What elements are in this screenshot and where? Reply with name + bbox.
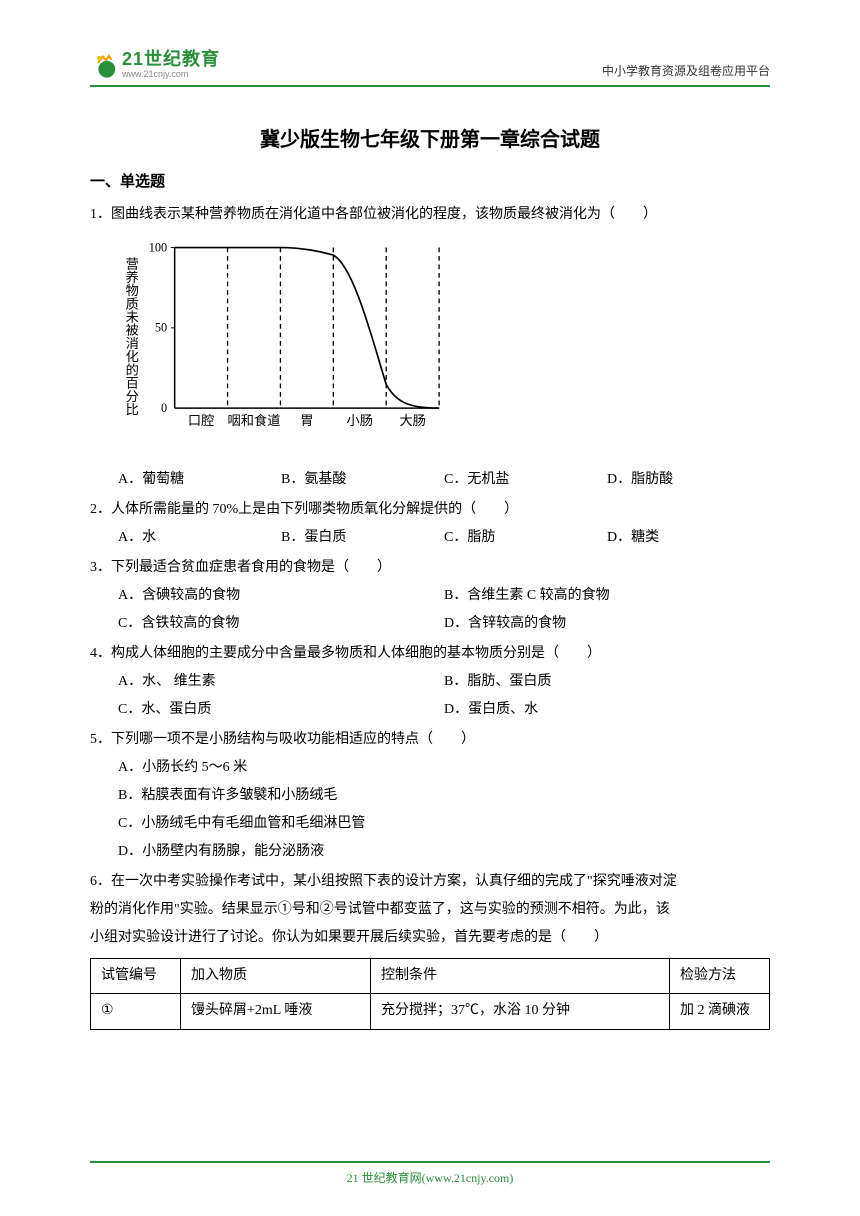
q2-opt-b: B．蛋白质 — [281, 524, 444, 552]
q1-opt-b: B．氨基酸 — [281, 466, 444, 494]
logo: 21世纪教育 www.21cnjy.com — [90, 50, 220, 79]
q4-options: A．水、 维生素 B．脂肪、蛋白质 C．水、蛋白质 D．蛋白质、水 — [90, 668, 770, 724]
td-1: 馒头碎屑+2mL 唾液 — [181, 994, 371, 1029]
q4-stem: 4．构成人体细胞的主要成分中含量最多物质和人体细胞的基本物质分别是（ ） — [90, 640, 770, 668]
logo-sub: www.21cnjy.com — [122, 70, 220, 79]
q2-opt-a: A．水 — [118, 524, 281, 552]
q5-opt-b: B．粘膜表面有许多皱襞和小肠绒毛 — [90, 782, 770, 810]
q1-options: A．葡萄糖 B．氨基酸 C．无机盐 D．脂肪酸 — [90, 466, 770, 494]
question-5: 5．下列哪一项不是小肠结构与吸收功能相适应的特点（ ） A．小肠长约 5～6 米… — [90, 726, 770, 866]
chart-y-label: 营养物质未被消化的百分比 — [124, 257, 139, 416]
ytick-50: 50 — [155, 321, 167, 335]
q5-opt-a: A．小肠长约 5～6 米 — [90, 754, 770, 782]
q5-opt-d: D．小肠壁内有肠腺，能分泌肠液 — [90, 838, 770, 866]
q2-opt-d: D．糖类 — [607, 524, 770, 552]
question-2: 2．人体所需能量的 70%上是由下列哪类物质氧化分解提供的（ ） A．水 B．蛋… — [90, 496, 770, 552]
q3-opt-c: C．含铁较高的食物 — [118, 610, 444, 638]
logo-main: 21世纪教育 — [122, 50, 220, 68]
table-row: ① 馒头碎屑+2mL 唾液 充分搅拌；37℃，水浴 10 分钟 加 2 滴碘液 — [91, 994, 770, 1029]
q6-table: 试管编号 加入物质 控制条件 检验方法 ① 馒头碎屑+2mL 唾液 充分搅拌；3… — [90, 958, 770, 1030]
digestion-curve — [175, 248, 439, 409]
th-0: 试管编号 — [91, 959, 181, 994]
q4-opt-d: D．蛋白质、水 — [444, 696, 770, 724]
page-header: 21世纪教育 www.21cnjy.com 中小学教育资源及组卷应用平台 — [90, 50, 770, 87]
xcat-2: 胃 — [300, 413, 313, 428]
question-6: 6．在一次中考实验操作考试中，某小组按照下表的设计方案，认真仔细的完成了"探究唾… — [90, 868, 770, 1030]
logo-text: 21世纪教育 www.21cnjy.com — [122, 50, 220, 79]
q1-stem: 1．图曲线表示某种营养物质在消化道中各部位被消化的程度，该物质最终被消化为（ ） — [90, 201, 770, 229]
q2-stem: 2．人体所需能量的 70%上是由下列哪类物质氧化分解提供的（ ） — [90, 496, 770, 524]
xcat-4: 大肠 — [399, 413, 425, 428]
question-3: 3．下列最适合贫血症患者食用的食物是（ ） A．含碘较高的食物 B．含维生素 C… — [90, 554, 770, 638]
td-3: 加 2 滴碘液 — [670, 994, 770, 1029]
q2-opt-c: C．脂肪 — [444, 524, 607, 552]
q6-stem-l2: 粉的消化作用"实验。结果显示①号和②号试管中都变蓝了，这与实验的预测不相符。为此… — [90, 896, 770, 924]
digestion-chart: 营养物质未被消化的百分比 100 50 0 — [118, 237, 458, 447]
td-0: ① — [91, 994, 181, 1029]
logo-icon — [90, 51, 118, 79]
q1-opt-d: D．脂肪酸 — [607, 466, 770, 494]
q6-stem-l3: 小组对实验设计进行了讨论。你认为如果要开展后续实验，首先要考虑的是（ ） — [90, 924, 770, 952]
th-1: 加入物质 — [181, 959, 371, 994]
xcat-0: 口腔 — [188, 413, 214, 428]
xcat-3: 小肠 — [347, 413, 373, 428]
table-header-row: 试管编号 加入物质 控制条件 检验方法 — [91, 959, 770, 994]
xcat-1: 咽和食道 — [228, 412, 281, 428]
th-3: 检验方法 — [670, 959, 770, 994]
question-1: 1．图曲线表示某种营养物质在消化道中各部位被消化的程度，该物质最终被消化为（ ）… — [90, 201, 770, 494]
q4-opt-a: A．水、 维生素 — [118, 668, 444, 696]
header-right-text: 中小学教育资源及组卷应用平台 — [602, 62, 770, 79]
q1-opt-c: C．无机盐 — [444, 466, 607, 494]
td-2: 充分搅拌；37℃，水浴 10 分钟 — [371, 994, 670, 1029]
q6-stem-l1: 6．在一次中考实验操作考试中，某小组按照下表的设计方案，认真仔细的完成了"探究唾… — [90, 868, 770, 896]
page-title: 冀少版生物七年级下册第一章综合试题 — [90, 123, 770, 152]
q4-opt-b: B．脂肪、蛋白质 — [444, 668, 770, 696]
q3-options: A．含碘较高的食物 B．含维生素 C 较高的食物 C．含铁较高的食物 D．含锌较… — [90, 582, 770, 638]
question-4: 4．构成人体细胞的主要成分中含量最多物质和人体细胞的基本物质分别是（ ） A．水… — [90, 640, 770, 724]
q3-opt-a: A．含碘较高的食物 — [118, 582, 444, 610]
section-title: 一、单选题 — [90, 170, 770, 191]
page-footer: 21 世纪教育网(www.21cnjy.com) — [90, 1161, 770, 1186]
q5-options: A．小肠长约 5～6 米 B．粘膜表面有许多皱襞和小肠绒毛 C．小肠绒毛中有毛细… — [90, 754, 770, 866]
q1-chart-wrap: 营养物质未被消化的百分比 100 50 0 — [90, 237, 770, 458]
q2-options: A．水 B．蛋白质 C．脂肪 D．糖类 — [90, 524, 770, 552]
q3-opt-b: B．含维生素 C 较高的食物 — [444, 582, 770, 610]
q3-opt-d: D．含锌较高的食物 — [444, 610, 770, 638]
q5-stem: 5．下列哪一项不是小肠结构与吸收功能相适应的特点（ ） — [90, 726, 770, 754]
ytick-100: 100 — [149, 240, 167, 254]
q4-opt-c: C．水、蛋白质 — [118, 696, 444, 724]
q3-stem: 3．下列最适合贫血症患者食用的食物是（ ） — [90, 554, 770, 582]
ytick-0: 0 — [161, 401, 167, 415]
q1-opt-a: A．葡萄糖 — [118, 466, 281, 494]
th-2: 控制条件 — [371, 959, 670, 994]
q5-opt-c: C．小肠绒毛中有毛细血管和毛细淋巴管 — [90, 810, 770, 838]
